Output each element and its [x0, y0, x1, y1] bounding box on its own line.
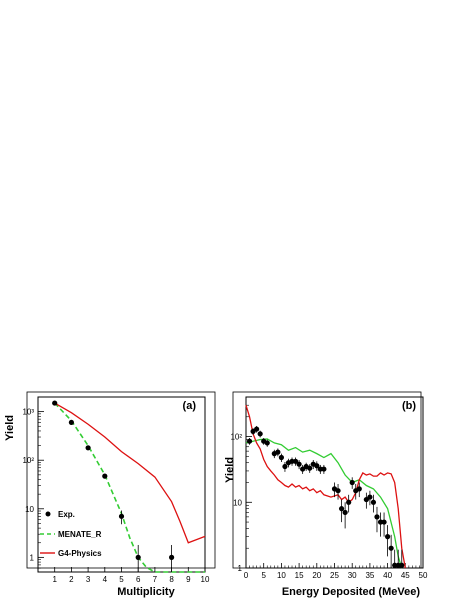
- data-point-exp-: [135, 554, 141, 560]
- panel-a-points: [52, 400, 175, 572]
- x-tick-label: 7: [153, 575, 158, 584]
- x-tick-label: 30: [348, 571, 357, 580]
- panel-a-axes: 1 2 3 4 5 6 7 8 9 10 1 10 10² 10³: [22, 408, 210, 584]
- data-point-exp-: [335, 488, 341, 494]
- x-tick-label: 0: [244, 571, 249, 580]
- data-point-exp-: [399, 562, 405, 568]
- panel-a-label: (a): [183, 400, 197, 412]
- data-point-exp-: [264, 440, 270, 446]
- panel-b-frame: [232, 391, 422, 569]
- x-tick-label: 45: [401, 571, 410, 580]
- x-tick-label: 50: [419, 571, 428, 580]
- panel-b-y-axis-title: Yield: [224, 457, 236, 483]
- x-tick-label: 20: [312, 571, 321, 580]
- x-tick-label: 1: [52, 575, 57, 584]
- data-point-exp-: [246, 438, 253, 444]
- data-point-exp-: [381, 519, 387, 525]
- data-point-exp-: [342, 509, 348, 516]
- data-point-exp-: [321, 466, 327, 472]
- legend-exp-marker: [45, 511, 51, 517]
- x-tick-label: 9: [186, 575, 191, 584]
- panel-a-plot-area: [37, 396, 206, 573]
- panel-b-label: (b): [402, 400, 416, 412]
- panel-b-points: [246, 425, 405, 568]
- data-point-exp-: [374, 514, 380, 520]
- panel-a-x-axis-title: Multiplicity: [117, 586, 175, 598]
- data-point-exp-: [346, 499, 352, 505]
- data-point-exp-: [102, 473, 108, 479]
- x-tick-label: 10: [277, 571, 286, 580]
- x-tick-label: 5: [261, 571, 266, 580]
- series-line-menate-r: [245, 438, 403, 569]
- legend-exp-label: Exp.: [58, 510, 75, 519]
- x-tick-label: 25: [330, 571, 339, 580]
- data-point-exp-: [282, 463, 288, 470]
- panel-a-frame: [26, 391, 216, 569]
- panel-a: 1 2 3 4 5 6 7 8 9 10 1 10 10² 10³ (a) Multiplicity Yi…: [4, 391, 216, 598]
- x-tick-label: 35: [365, 571, 374, 580]
- y-tick-label: 10²: [230, 433, 242, 442]
- data-point-exp-: [292, 458, 299, 464]
- data-point-exp-: [370, 499, 377, 505]
- data-point-exp-: [349, 479, 355, 486]
- x-tick-label: 15: [295, 571, 304, 580]
- x-tick-label: 6: [136, 575, 141, 584]
- data-point-exp-: [275, 449, 281, 455]
- x-tick-label: 4: [103, 575, 108, 584]
- x-tick-label: 2: [69, 575, 74, 584]
- data-point-exp-: [68, 419, 74, 426]
- x-tick-label: 8: [169, 575, 174, 584]
- panel-b-axes: 0 5 10 15 20 25 30 35 40 45 50 1 10 10²: [230, 404, 428, 580]
- data-point-exp-: [169, 554, 175, 560]
- data-point-exp-: [388, 545, 394, 551]
- data-point-exp-: [85, 445, 91, 451]
- panel-a-y-axis-title: Yield: [4, 415, 16, 441]
- data-point-exp-: [385, 534, 391, 540]
- data-point-exp-: [278, 454, 284, 461]
- data-point-exp-: [52, 400, 58, 406]
- y-tick-label: 10: [25, 505, 34, 514]
- y-tick-label: 1: [30, 553, 35, 562]
- x-tick-label: 5: [119, 575, 124, 584]
- x-tick-label: 10: [201, 575, 210, 584]
- panel-a-curves: [54, 402, 206, 573]
- panel-b-curves: [245, 405, 406, 569]
- y-tick-label: 10³: [22, 408, 34, 417]
- data-point-exp-: [257, 431, 263, 437]
- data-point-exp-: [254, 426, 260, 432]
- data-point-exp-: [356, 486, 362, 492]
- panel-b: 0 5 10 15 20 25 30 35 40 45 50 1 10 10² (b) Energy De…: [224, 391, 428, 598]
- data-point-exp-: [296, 461, 302, 467]
- x-tick-label: 3: [86, 575, 91, 584]
- y-tick-label: 10: [233, 498, 242, 507]
- data-point-exp-: [118, 513, 125, 519]
- panel-a-legend: Exp. MENATE_R G4-Physics: [40, 510, 102, 558]
- panel-b-x-axis-title: Energy Deposited (MeVee): [282, 586, 420, 598]
- data-point-exp-: [367, 494, 373, 500]
- data-point-exp-: [307, 465, 313, 471]
- series-line-g4-physics: [245, 405, 406, 569]
- legend-menate-label: MENATE_R: [58, 530, 102, 539]
- data-point-exp-: [338, 506, 345, 512]
- y-tick-label: 1: [238, 564, 243, 573]
- x-tick-label: 40: [383, 571, 392, 580]
- legend-g4-label: G4-Physics: [58, 549, 102, 558]
- data-point-exp-: [314, 463, 320, 469]
- series-line-menate-r: [54, 402, 205, 573]
- y-tick-label: 10²: [22, 456, 34, 465]
- series-line-g4-physics: [54, 402, 206, 544]
